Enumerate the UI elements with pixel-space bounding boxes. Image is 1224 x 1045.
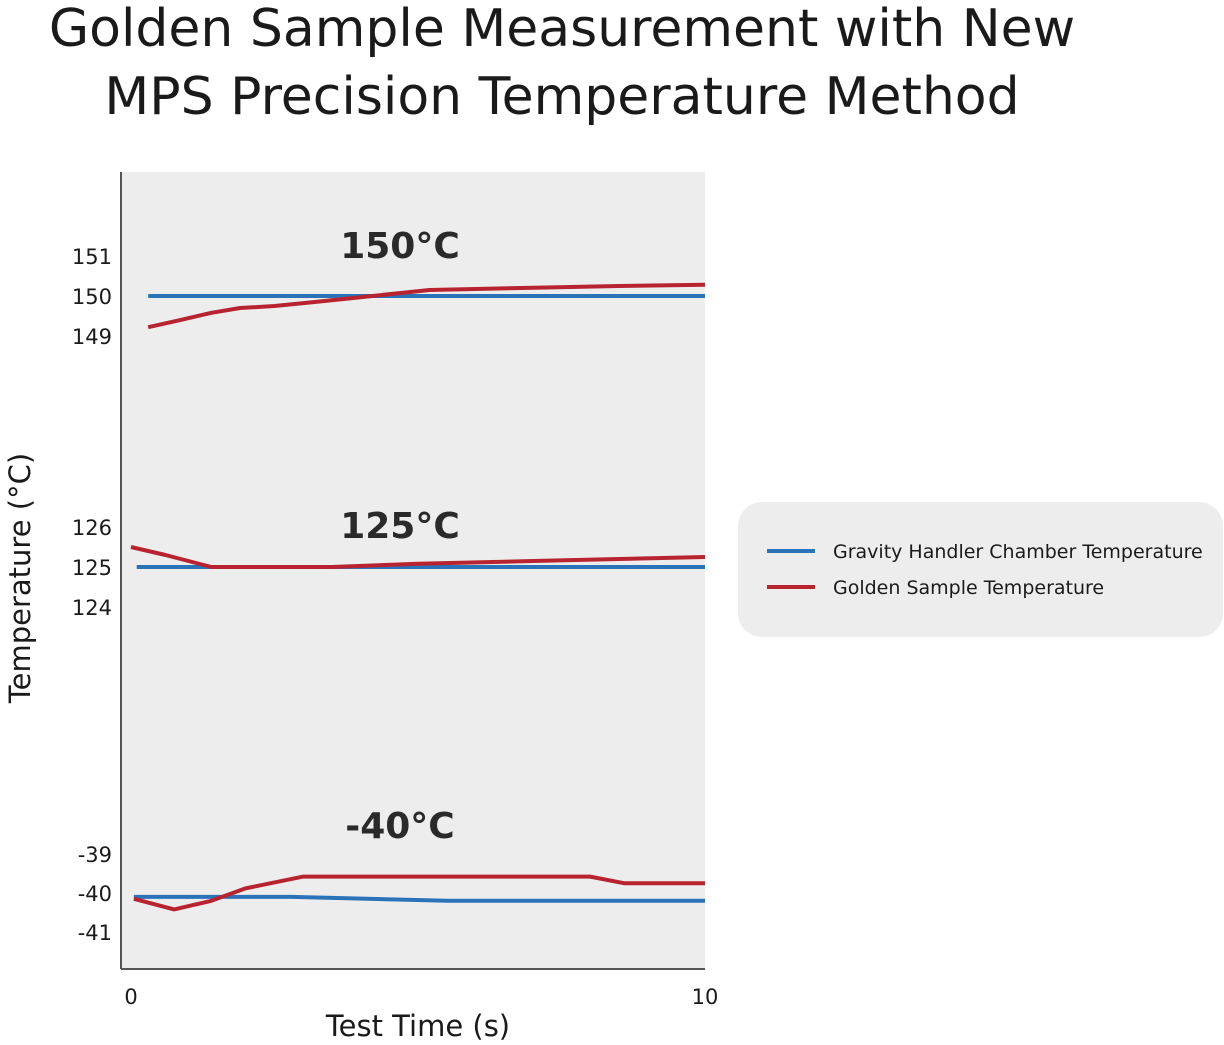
y-tick-label: -40: [78, 882, 112, 906]
panel-label-3: -40°C: [345, 806, 454, 847]
y-tick-label: -39: [78, 843, 112, 867]
golden-sample-temperature-line-panel-1: [147, 282, 706, 330]
y-axis-title: Temperature (°C): [3, 453, 37, 704]
chart-title-line-2: MPS Precision Temperature Method: [104, 67, 1019, 127]
chart-title-line-1: Golden Sample Measurement with New: [49, 0, 1075, 59]
legend-box: [738, 502, 1223, 637]
chamber-temperature-line-panel-3: [133, 894, 705, 903]
panel-label-2: 125°C: [340, 506, 460, 547]
y-tick-label: -41: [78, 921, 112, 945]
x-axis-title: Test Time (s): [325, 1009, 510, 1043]
plot-background: [121, 172, 705, 969]
y-tick-label: 151: [72, 245, 112, 269]
legend-label-2: Golden Sample Temperature: [833, 577, 1104, 599]
x-tick-label: 10: [692, 985, 719, 1009]
y-tick-label: 149: [72, 325, 112, 349]
golden-sample-temperature-line-panel-2: [130, 545, 706, 569]
legend-label-1: Gravity Handler Chamber Temperature: [833, 541, 1203, 563]
panel-label-1: 150°C: [340, 226, 460, 267]
x-tick-label: 0: [124, 985, 137, 1009]
golden-sample-temperature-line-panel-3: [133, 874, 705, 912]
y-tick-label: 124: [72, 596, 112, 620]
y-tick-label: 125: [72, 556, 112, 580]
y-tick-label: 126: [72, 516, 112, 540]
y-tick-label: 150: [72, 285, 112, 309]
